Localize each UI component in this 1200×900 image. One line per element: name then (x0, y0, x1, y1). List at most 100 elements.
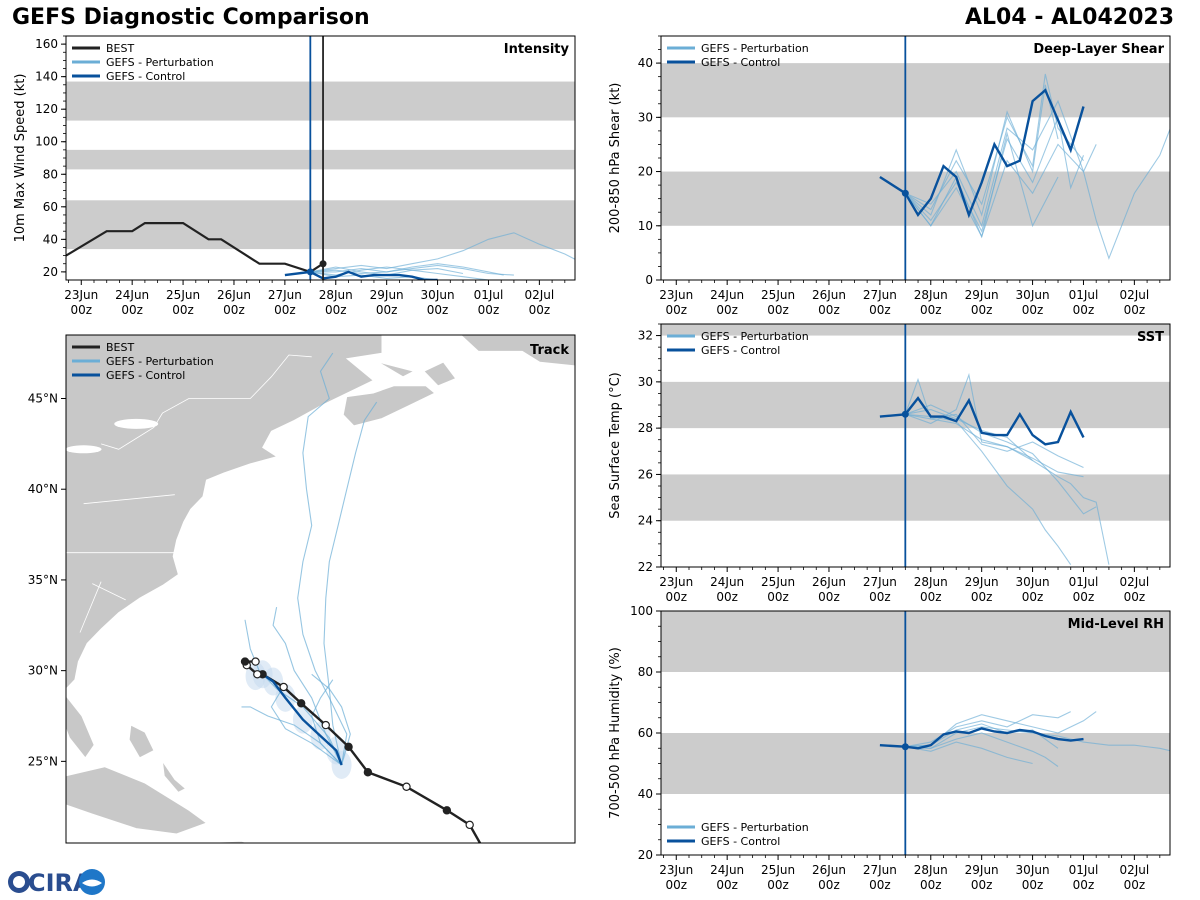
perturbation-line-1 (904, 143, 1097, 239)
panel-title: SST (1137, 330, 1164, 345)
x-tick-label-date: 27Jun (863, 288, 897, 302)
cira-logo: CIRA (8, 869, 105, 897)
threshold-band (66, 81, 575, 121)
x-tick-label-hour: 00z (971, 303, 993, 317)
legend-label-perturbation: GEFS - Perturbation (701, 330, 809, 343)
border-line (100, 354, 312, 450)
figure-title: GEFS Diagnostic Comparison (12, 5, 370, 30)
legend-label-control: GEFS - Control (701, 344, 780, 357)
y-tick-label: 80 (638, 665, 653, 679)
panel-intensity: 2040608010012014016023Jun00z24Jun00z25Ju… (13, 35, 576, 317)
newfoundland (460, 335, 575, 367)
x-tick-label-date: 01Jul (474, 288, 504, 302)
panel-title: Deep-Layer Shear (1033, 42, 1164, 57)
lat-tick-label: 35°N (28, 573, 58, 587)
x-tick-label-hour: 00z (427, 303, 449, 317)
best-track-point (279, 682, 288, 692)
x-tick-label-hour: 00z (1022, 303, 1044, 317)
cira-logo-globe-inner (13, 876, 25, 888)
x-tick-label-date: 02Jul (1119, 288, 1149, 302)
x-tick-label-hour: 00z (665, 878, 687, 892)
legend-label-perturbation: GEFS - Perturbation (106, 56, 214, 69)
x-tick-label-hour: 00z (818, 590, 840, 604)
x-tick-label-hour: 00z (920, 303, 942, 317)
border-line (79, 581, 102, 633)
perturbation-line-3 (905, 372, 1084, 478)
perturbation-track-4 (241, 706, 342, 766)
threshold-band (661, 611, 1170, 672)
threshold-band (661, 474, 1170, 521)
panel-title: Intensity (504, 42, 570, 57)
hispaniola (197, 840, 249, 843)
nova-scotia (342, 385, 436, 427)
x-tick-label-hour: 00z (478, 303, 500, 317)
x-tick-label-hour: 00z (869, 878, 891, 892)
land-group (66, 335, 575, 843)
x-tick-label-hour: 00z (767, 878, 789, 892)
perturbation-line-4 (904, 377, 1084, 469)
lat-tick-label: 30°N (28, 664, 58, 678)
pei (378, 361, 415, 378)
x-tick-label-date: 23Jun (659, 575, 693, 589)
legend-label-perturbation: GEFS - Perturbation (106, 355, 214, 368)
x-tick-label-hour: 00z (1124, 590, 1146, 604)
init-marker-control (901, 743, 909, 751)
x-tick-label-hour: 00z (325, 303, 347, 317)
control-line (284, 270, 438, 280)
x-tick-label-date: 02Jul (524, 288, 554, 302)
x-tick-label-hour: 00z (920, 878, 942, 892)
y-tick-label: 120 (35, 102, 58, 116)
best-track-point (363, 768, 373, 777)
x-tick-label-hour: 00z (376, 303, 398, 317)
y-tick-label: 30 (638, 375, 653, 389)
x-tick-label-hour: 00z (223, 303, 245, 317)
cira-logo-emblem-wave (82, 879, 102, 887)
legend-label-control: GEFS - Control (701, 835, 780, 848)
lake-erie (66, 445, 102, 454)
lat-tick-label: 25°N (28, 754, 58, 768)
x-tick-label-date: 24Jun (115, 288, 149, 302)
x-tick-label-hour: 00z (1124, 303, 1146, 317)
perturbation-line-4 (904, 84, 1059, 217)
x-tick-label-date: 28Jun (319, 288, 353, 302)
best-track-point (296, 699, 306, 708)
x-tick-label-hour: 00z (920, 590, 942, 604)
perturbation-line-2 (905, 404, 1097, 515)
y-tick-label: 40 (43, 232, 58, 246)
legend-label-control: GEFS - Control (701, 56, 780, 69)
best-track-point (321, 720, 330, 730)
y-tick-label: 20 (43, 265, 58, 279)
best-track-point (465, 820, 474, 830)
y-tick-label: 22 (638, 560, 653, 574)
perturbation-line-3 (904, 115, 1085, 233)
x-tick-label-date: 01Jul (1069, 288, 1099, 302)
x-tick-label-date: 25Jun (761, 575, 795, 589)
x-tick-label-hour: 00z (1022, 590, 1044, 604)
x-tick-label-date: 30Jun (1016, 288, 1050, 302)
control-line (879, 727, 1084, 750)
legend-label-perturbation: GEFS - Perturbation (701, 821, 809, 834)
threshold-band (661, 324, 1170, 336)
y-tick-label: 24 (638, 514, 653, 528)
x-tick-label-hour: 00z (818, 878, 840, 892)
perturbation-line-5 (905, 741, 1033, 765)
threshold-band (661, 63, 1170, 118)
best-track-point (251, 657, 260, 666)
threshold-band (66, 200, 575, 250)
y-tick-label: 20 (638, 165, 653, 179)
x-tick-label-hour: 00z (716, 303, 738, 317)
y-tick-label: 40 (638, 787, 653, 801)
lake-ontario (114, 418, 159, 429)
y-tick-label: 40 (638, 56, 653, 70)
border-line (92, 583, 126, 601)
series-group (879, 73, 1170, 260)
perturbation-line-4 (310, 263, 504, 276)
x-tick-label-date: 23Jun (659, 863, 693, 877)
perturbation-track-5 (244, 619, 343, 766)
storm-id: AL04 - AL042023 (965, 5, 1174, 30)
init-marker-control (901, 189, 909, 197)
legend-label-best: BEST (106, 42, 134, 55)
y-tick-label: 30 (638, 110, 653, 124)
